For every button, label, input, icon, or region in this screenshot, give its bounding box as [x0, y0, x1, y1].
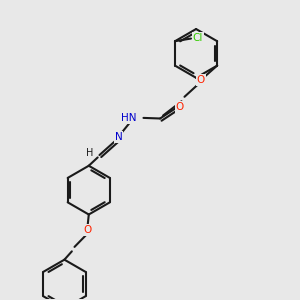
- Text: N: N: [115, 132, 122, 142]
- Text: HN: HN: [122, 113, 137, 123]
- Text: O: O: [176, 102, 184, 112]
- Text: O: O: [83, 225, 92, 235]
- Text: O: O: [197, 75, 205, 85]
- Text: H: H: [86, 148, 93, 158]
- Text: Cl: Cl: [193, 33, 203, 43]
